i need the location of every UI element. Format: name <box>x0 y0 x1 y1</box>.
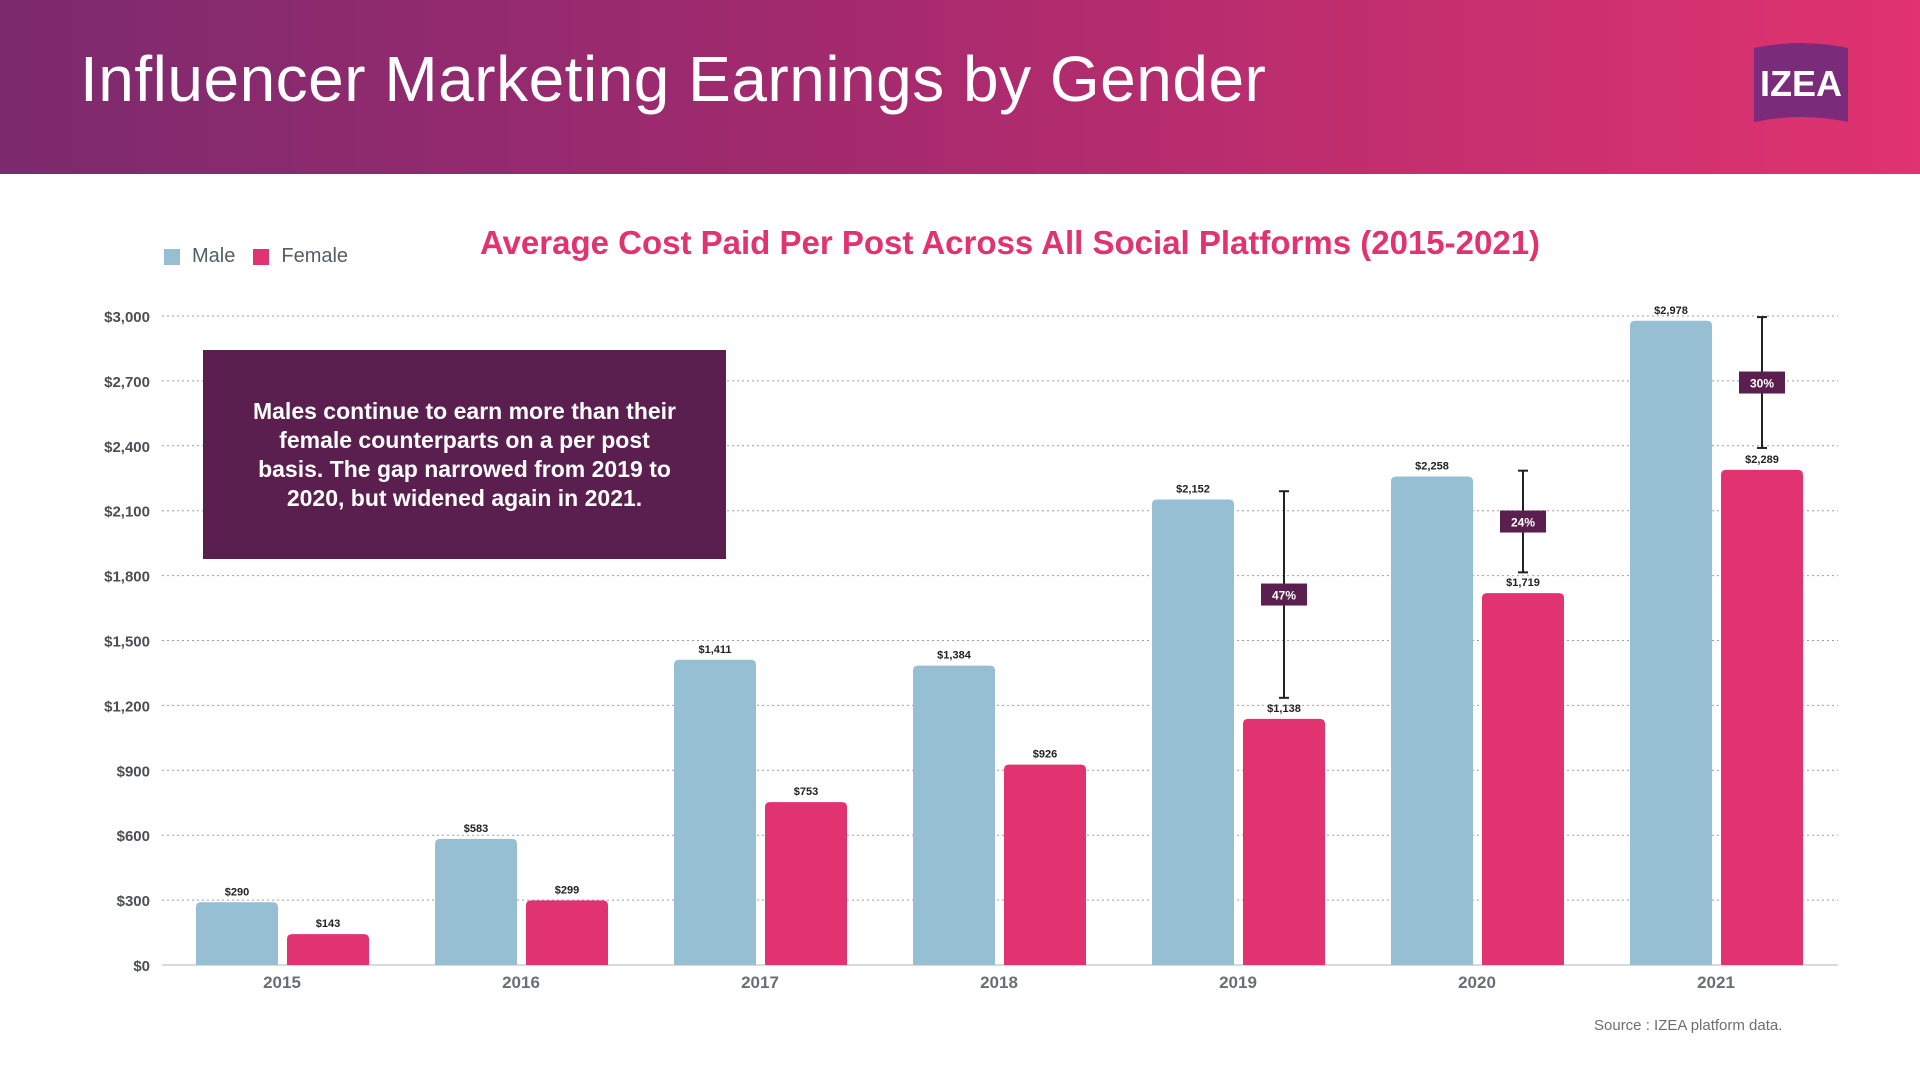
data-label: $1,411 <box>698 644 731 656</box>
data-label: $2,152 <box>1176 483 1210 495</box>
bar-female <box>1004 764 1086 965</box>
data-label: $2,289 <box>1745 454 1779 466</box>
y-tick-label: $2,400 <box>104 439 150 456</box>
y-tick-label: $900 <box>117 763 150 780</box>
logo-text: IZEA <box>1760 63 1842 104</box>
y-tick-label: $2,700 <box>104 374 150 391</box>
chart-title: Average Cost Paid Per Post Across All So… <box>479 224 1541 261</box>
bar-male <box>435 838 517 965</box>
y-tick-label: $300 <box>117 893 150 910</box>
gap-label: 24% <box>1511 516 1535 530</box>
data-label: $2,978 <box>1654 305 1688 317</box>
legend-item-female: Female <box>253 245 348 268</box>
legend-item-male: Male <box>164 245 235 268</box>
header-banner: Influencer Marketing Earnings by Gender … <box>0 0 1920 174</box>
y-tick-label: $600 <box>117 828 150 845</box>
gap-badge <box>1500 510 1546 533</box>
data-label: $299 <box>555 884 579 896</box>
bar-male <box>1630 320 1712 965</box>
bar-female <box>526 900 608 965</box>
legend-label-female: Female <box>281 245 349 267</box>
gap-label: 30% <box>1750 377 1774 391</box>
bar-female <box>1482 593 1564 965</box>
x-tick-label: 2017 <box>741 973 779 992</box>
bar-male <box>674 659 756 965</box>
y-tick-label: $3,000 <box>104 309 150 326</box>
gap-badge <box>1261 583 1307 606</box>
callout-box: Males continue to earn more than their f… <box>203 350 726 559</box>
x-tick-label: 2016 <box>502 973 540 992</box>
legend-swatch-female <box>253 248 270 265</box>
y-tick-label: $1,500 <box>104 634 150 651</box>
x-tick-label: 2021 <box>1697 973 1735 992</box>
data-label: $1,719 <box>1506 577 1540 589</box>
y-tick-label: $1,800 <box>104 569 150 586</box>
x-tick-label: 2020 <box>1458 973 1496 992</box>
y-tick-label: $0 <box>133 958 150 975</box>
data-label: $1,384 <box>937 650 972 662</box>
bar-female <box>765 802 847 965</box>
bar-male <box>196 902 278 965</box>
gap-label: 47% <box>1272 589 1296 603</box>
source-note: Source : IZEA platform data. <box>1594 1017 1783 1034</box>
page-title: Influencer Marketing Earnings by Gender <box>80 43 1267 115</box>
data-label: $583 <box>464 823 488 835</box>
y-tick-label: $2,100 <box>104 504 150 521</box>
x-tick-label: 2019 <box>1219 973 1257 992</box>
bar-female <box>287 934 369 965</box>
bar-male <box>1152 499 1234 965</box>
data-label: $1,138 <box>1267 703 1301 715</box>
izea-logo: IZEA <box>1752 42 1850 128</box>
bar-female <box>1243 718 1325 965</box>
data-label: $290 <box>225 886 249 898</box>
data-label: $2,258 <box>1415 461 1449 473</box>
bar-male <box>913 665 995 965</box>
y-tick-label: $1,200 <box>104 698 150 715</box>
data-label: $926 <box>1033 749 1057 761</box>
chart-legend: Male Female <box>164 245 366 268</box>
data-label: $753 <box>794 786 818 798</box>
x-tick-label: 2018 <box>980 973 1018 992</box>
x-tick-label: 2015 <box>263 973 301 992</box>
data-label: $143 <box>316 918 340 930</box>
gap-badge <box>1739 371 1785 394</box>
bar-female <box>1721 469 1803 965</box>
legend-label-male: Male <box>192 245 236 267</box>
bar-male <box>1391 476 1473 965</box>
legend-swatch-male <box>164 248 180 265</box>
